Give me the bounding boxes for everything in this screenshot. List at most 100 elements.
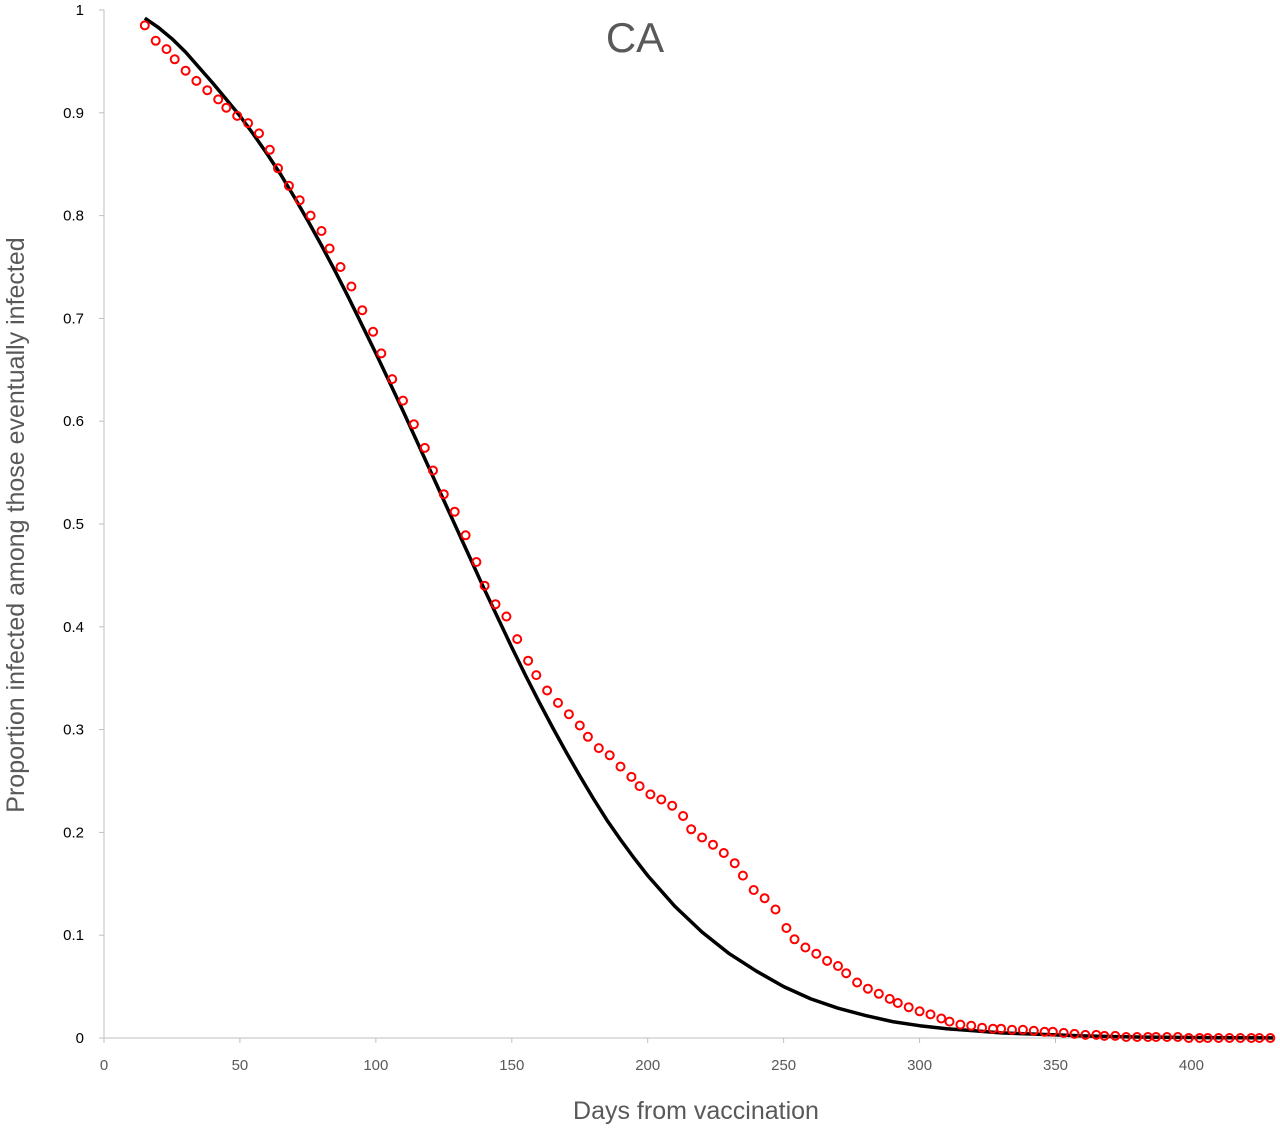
y-tick-label: 0.4 <box>63 619 84 636</box>
data-point <box>1099 1030 1110 1041</box>
data-point <box>1224 1033 1235 1043</box>
data-point <box>376 348 387 359</box>
data-point <box>1254 1033 1265 1043</box>
data-point <box>324 243 335 254</box>
data-point <box>449 506 460 517</box>
data-point <box>191 75 202 86</box>
data-point <box>161 44 172 55</box>
x-tick-label: 200 <box>635 1057 660 1074</box>
data-point <box>357 305 368 316</box>
y-tick-label: 0.9 <box>63 105 84 122</box>
data-point <box>254 128 264 139</box>
data-point <box>748 885 759 895</box>
data-point <box>419 442 430 453</box>
data-point <box>1110 1030 1121 1041</box>
data-point <box>512 634 523 645</box>
data-point <box>1069 1028 1080 1039</box>
data-point <box>852 977 863 988</box>
data-point <box>1080 1029 1091 1040</box>
data-point <box>892 998 903 1008</box>
data-point <box>697 832 708 843</box>
fitted-curve <box>143 16 1274 1040</box>
y-axis-title: Proportion infected among those eventual… <box>2 237 30 812</box>
data-point <box>232 110 243 121</box>
data-point <box>1047 1026 1058 1037</box>
data-point <box>316 226 327 236</box>
data-point <box>955 1019 966 1030</box>
x-tick-label: 350 <box>1043 1057 1068 1074</box>
chart-title: CA <box>606 14 664 61</box>
data-point <box>1028 1025 1039 1036</box>
data-point <box>202 85 213 96</box>
data-point <box>841 968 852 979</box>
data-point <box>645 789 656 800</box>
data-point <box>944 1016 955 1027</box>
data-point <box>1235 1033 1246 1043</box>
data-point <box>1151 1032 1162 1042</box>
data-point <box>1172 1032 1183 1042</box>
data-point <box>264 144 275 155</box>
data-point <box>139 20 150 31</box>
data-point <box>305 210 316 221</box>
data-point <box>523 655 534 666</box>
data-point <box>1183 1033 1194 1043</box>
data-point <box>686 824 697 835</box>
data-point <box>593 743 604 754</box>
data-point <box>1202 1033 1213 1043</box>
y-tick-label: 0.8 <box>63 208 84 225</box>
x-axis-title: Days from vaccination <box>573 1097 819 1125</box>
y-tick-label: 0.7 <box>63 310 84 327</box>
data-point <box>678 811 689 821</box>
data-point <box>428 465 438 476</box>
y-tick-label: 0.1 <box>63 927 84 944</box>
x-tick-label: 400 <box>1179 1057 1204 1074</box>
x-tick-label: 250 <box>771 1057 796 1074</box>
data-point <box>936 1013 947 1024</box>
data-point <box>873 988 884 999</box>
x-axis-ticks: 0 50 100 150 200 250 300 350 400 <box>100 1038 1204 1074</box>
x-tick-label: 0 <box>100 1057 108 1074</box>
data-point <box>479 580 490 591</box>
data-point <box>574 720 585 731</box>
data-point <box>996 1023 1007 1034</box>
data-point <box>914 1006 925 1017</box>
y-tick-label: 0 <box>76 1030 84 1047</box>
data-point <box>169 54 180 65</box>
data-point <box>335 262 346 272</box>
data-point <box>531 670 542 681</box>
data-point <box>626 771 637 782</box>
data-point <box>615 761 626 772</box>
data-point <box>708 839 718 850</box>
data-point <box>553 697 563 708</box>
data-point <box>862 983 873 994</box>
x-tick-label: 300 <box>907 1057 932 1074</box>
data-point <box>368 326 379 337</box>
y-tick-label: 0.2 <box>63 824 84 841</box>
data-point <box>1017 1024 1028 1035</box>
data-point <box>789 934 800 945</box>
data-point <box>811 948 822 959</box>
data-point <box>501 611 512 622</box>
data-point <box>1162 1032 1172 1042</box>
data-point <box>1058 1027 1069 1038</box>
fitted-curve-layer <box>143 16 1274 1040</box>
data-point <box>221 102 232 113</box>
data-point <box>833 961 843 971</box>
data-point <box>903 1002 914 1013</box>
data-point <box>398 395 408 406</box>
data-point <box>346 281 357 292</box>
data-point <box>925 1009 936 1020</box>
data-point <box>582 731 593 742</box>
observed-points-layer <box>139 20 1276 1043</box>
data-point <box>977 1022 988 1033</box>
data-point <box>150 35 161 46</box>
data-point <box>729 858 740 869</box>
y-tick-label: 0.3 <box>63 722 84 739</box>
data-point <box>273 163 283 174</box>
data-point <box>737 870 748 881</box>
data-point <box>822 955 833 966</box>
data-point <box>800 942 811 953</box>
data-point <box>213 94 224 105</box>
x-tick-label: 100 <box>363 1057 388 1074</box>
data-point <box>770 904 781 915</box>
